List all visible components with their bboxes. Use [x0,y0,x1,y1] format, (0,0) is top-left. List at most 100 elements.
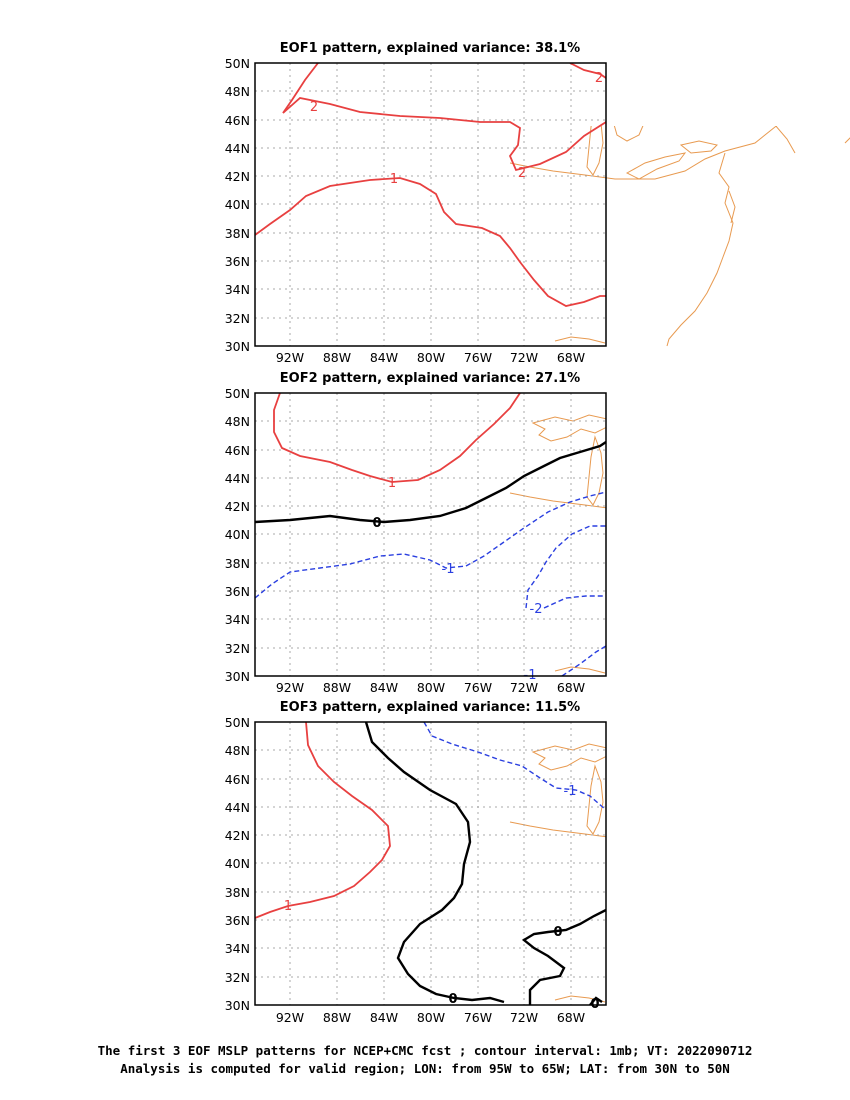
lat-tick-label: 50N [225,56,250,71]
lon-tick-label: 72W [510,680,538,695]
contour-positive [569,63,606,79]
gridlines [255,63,606,346]
lat-tick-label: 40N [225,856,250,871]
contour-zero [255,441,606,524]
lat-tick-label: 30N [225,998,250,1013]
lon-tick-label: 72W [510,1010,538,1025]
lat-tick-label: 40N [225,197,250,212]
contour-label: -2 [530,602,543,617]
lat-tick-label: 44N [225,800,250,815]
lat-tick-label: 42N [225,828,250,843]
contour-labels: 2 2 2 1 [310,71,603,187]
lon-tick-label: 88W [323,1010,351,1025]
contour-label: 1 [284,899,292,914]
map-frame [254,62,607,347]
panel-title: EOF3 pattern, explained variance: 11.5% [280,700,580,715]
lat-tick-label: 32N [225,311,250,326]
lat-tick-label: 32N [225,641,250,656]
lat-tick-label: 44N [225,141,250,156]
lon-tick-label: 68W [557,1010,585,1025]
lat-tick-label: 30N [225,339,250,354]
map-frame [254,392,607,677]
lon-tick-label: 80W [417,1010,445,1025]
contour-negative [255,491,606,599]
lat-tick-label: 42N [225,169,250,184]
lat-tick-label: 44N [225,471,250,486]
contour-negative [423,722,606,811]
lon-tick-label: 84W [370,680,398,695]
contour-label: 1 [388,476,396,491]
lon-tick-label: 72W [510,350,538,365]
caption-line-2: Analysis is computed for valid region; L… [120,1061,730,1076]
contour-positive [255,722,391,919]
lat-tick-label: 34N [225,941,250,956]
contour-label: -1 [442,562,455,577]
lat-tick-label: 48N [225,743,250,758]
contour-positive [282,97,606,172]
gridlines [255,393,606,676]
contour-label: 2 [595,71,603,86]
lat-tick-label: 38N [225,226,250,241]
lon-tick-label: 68W [557,350,585,365]
eof2-panel: EOF2 pattern, explained variance: 27.1% [225,371,607,695]
panel-title: EOF1 pattern, explained variance: 38.1% [280,41,580,56]
gridlines [255,722,606,1005]
lon-tick-label: 88W [323,350,351,365]
lon-axis: 92W 88W 84W 80W 76W 72W 68W [276,680,585,695]
eof1-panel: EOF1 pattern, explained variance: 38.1% [225,41,850,365]
lat-tick-label: 36N [225,913,250,928]
contour-label: 2 [518,166,526,181]
lon-tick-label: 84W [370,350,398,365]
map-frame [254,721,607,1006]
contour-positive [282,63,319,114]
lon-tick-label: 76W [464,1010,492,1025]
lat-tick-label: 40N [225,527,250,542]
lon-tick-label: 92W [276,350,304,365]
lon-tick-label: 76W [464,350,492,365]
lon-axis: 92W 88W 84W 80W 76W 72W 68W [276,350,585,365]
contour-labels: 1 0 -1 -2 -1 [372,476,542,683]
lat-tick-label: 48N [225,84,250,99]
contour-label: 0 [372,516,381,531]
lat-tick-label: 36N [225,584,250,599]
lat-tick-label: 46N [225,772,250,787]
lat-tick-label: 48N [225,414,250,429]
eof3-panel: EOF3 pattern, explained variance: 11.5% [225,700,607,1025]
lat-tick-label: 38N [225,556,250,571]
contour-label: 0 [448,992,457,1007]
contour-negative [543,595,606,609]
lat-tick-label: 46N [225,113,250,128]
contour-zero [364,722,505,1004]
lon-tick-label: 92W [276,1010,304,1025]
lat-tick-label: 50N [225,386,250,401]
caption-line-1: The first 3 EOF MSLP patterns for NCEP+C… [97,1043,753,1058]
contour-label: 1 [390,172,398,187]
contour-label: 0 [553,925,562,940]
contour-negative [561,645,606,676]
lat-tick-label: 34N [225,282,250,297]
lon-tick-label: 76W [464,680,492,695]
contour-label: 2 [310,100,318,115]
lat-axis: 50N 48N 46N 44N 42N 40N 38N 36N 34N 32N … [225,715,250,1013]
contour-positive [273,393,521,483]
lon-tick-label: 88W [323,680,351,695]
lat-tick-label: 32N [225,970,250,985]
lon-axis: 92W 88W 84W 80W 76W 72W 68W [276,1010,585,1025]
lon-tick-label: 84W [370,1010,398,1025]
lat-axis: 50N 48N 46N 44N 42N 40N 38N 36N 34N 32N … [225,56,250,354]
contour-negative [525,525,606,609]
lat-tick-label: 30N [225,669,250,684]
lat-tick-label: 38N [225,885,250,900]
lon-tick-label: 92W [276,680,304,695]
lat-tick-label: 36N [225,254,250,269]
lat-tick-label: 42N [225,499,250,514]
contour-label: -1 [564,784,577,799]
lon-tick-label: 68W [557,680,585,695]
contour-zero [521,908,606,1005]
panel-title: EOF2 pattern, explained variance: 27.1% [280,371,580,386]
lon-tick-label: 80W [417,680,445,695]
contour-zero [589,996,603,1005]
lat-tick-label: 34N [225,612,250,627]
lat-tick-label: 46N [225,443,250,458]
lon-tick-label: 80W [417,350,445,365]
